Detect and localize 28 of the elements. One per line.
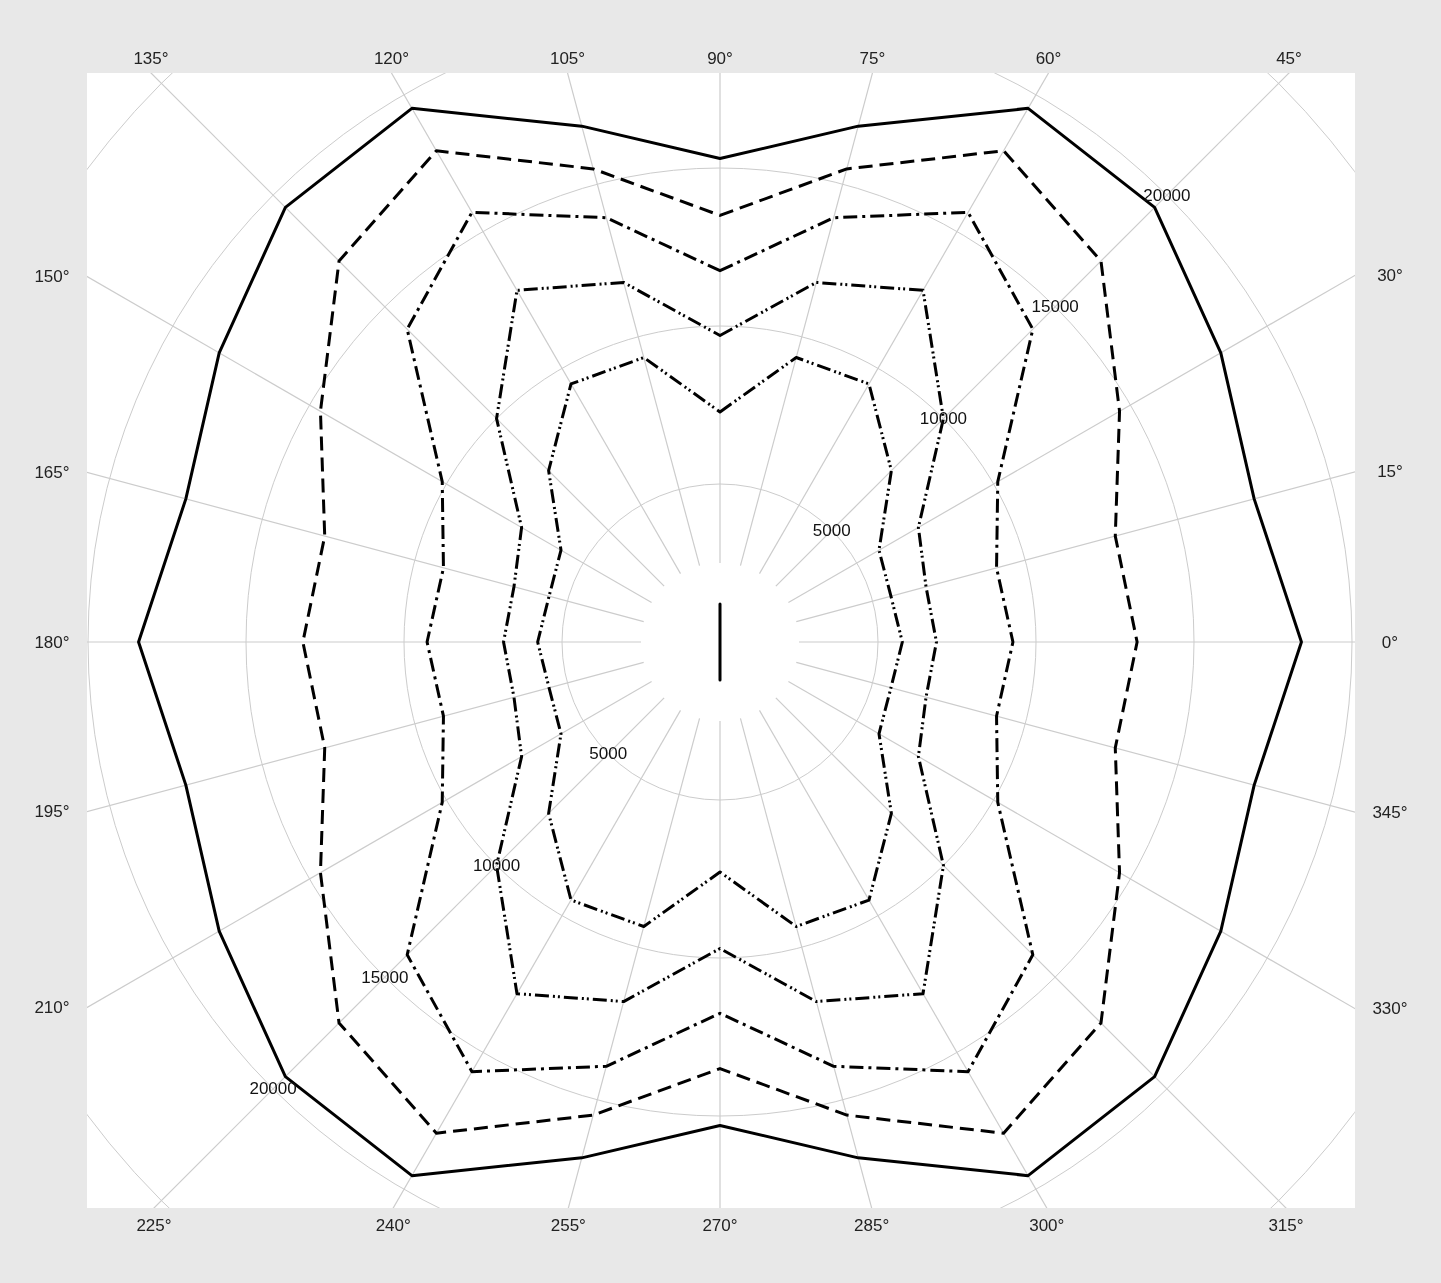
spoke-label: 240°: [375, 1215, 411, 1235]
spoke-label: 255°: [550, 1215, 586, 1235]
spoke-label: 45°: [1276, 48, 1302, 68]
spoke-label: 75°: [859, 48, 886, 68]
spoke-label: 270°: [702, 1215, 738, 1235]
text: 15000: [1031, 297, 1079, 317]
spoke-label: 210°: [34, 997, 70, 1017]
spoke-label: 225°: [136, 1215, 172, 1235]
spoke-label: 90°: [707, 48, 733, 68]
spoke-label: 105°: [549, 48, 586, 68]
spoke-label: 60°: [1035, 48, 1062, 68]
spoke-label: 285°: [854, 1215, 890, 1235]
spoke-label: 165°: [34, 462, 70, 482]
spoke-label: 120°: [373, 48, 410, 68]
spoke-label: 330°: [1372, 999, 1408, 1019]
spoke-label: 315°: [1268, 1215, 1304, 1235]
spoke-label: 0°: [1381, 632, 1399, 652]
text: 5000: [589, 744, 628, 764]
text: 20000: [1143, 185, 1191, 205]
text: 10000: [472, 855, 521, 875]
spoke-label: 150°: [34, 267, 70, 287]
spoke-label: 15°: [1377, 462, 1403, 482]
spoke-label: 135°: [133, 48, 169, 68]
spoke-label: 180°: [34, 632, 70, 652]
spoke-label: 195°: [34, 802, 70, 822]
spoke-label: 30°: [1377, 265, 1403, 285]
spoke-label: 300°: [1029, 1215, 1065, 1235]
spoke-label: 345°: [1372, 802, 1408, 822]
